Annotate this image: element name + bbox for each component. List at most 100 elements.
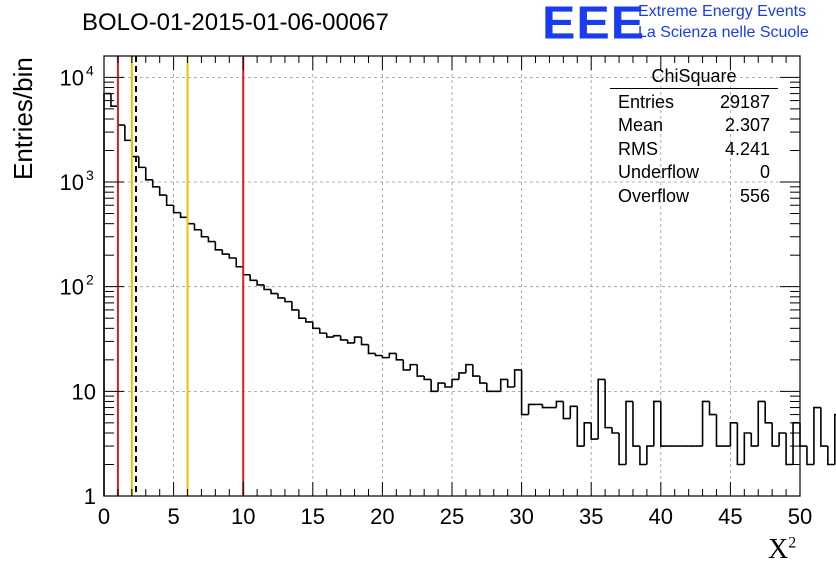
histogram-bin — [764, 401, 773, 424]
histogram-bin — [103, 92, 111, 496]
histogram-bin — [583, 422, 592, 447]
histogram-bin — [562, 401, 571, 420]
histogram-bin — [374, 353, 383, 357]
histogram-bin — [590, 422, 599, 440]
x-tick-label: 45 — [718, 504, 742, 529]
histogram-bin — [820, 407, 828, 447]
histogram-bin — [353, 336, 362, 343]
histogram-bin — [221, 249, 230, 255]
histogram-bin — [604, 379, 613, 429]
histogram-bin — [325, 333, 334, 338]
histogram-bin — [611, 427, 620, 434]
histogram-bin — [332, 334, 341, 338]
x-axis-label-base: X — [768, 534, 789, 565]
histogram-bin — [151, 179, 160, 188]
axis-ticks — [103, 56, 801, 497]
x-tick-labels: 0 5 10 15 20 25 30 35 40 45 50 — [98, 504, 812, 529]
histogram-bin — [555, 400, 564, 408]
stats-label: Underflow — [618, 162, 700, 183]
y-tick-label: 1 — [84, 484, 96, 509]
histogram-bin — [458, 372, 466, 380]
x-axis-label-sup: 2 — [788, 534, 797, 552]
stats-row: Overflow 556 — [610, 185, 778, 208]
stats-rows: Entries 29187 Mean 2.307 RMS 4.241 Underflow 0 O… — [610, 91, 778, 208]
histogram-bin — [144, 167, 153, 181]
histogram-bin — [743, 432, 752, 465]
x-axis-label: X2 — [768, 534, 796, 566]
histogram-bin — [395, 353, 404, 361]
histogram-bin — [736, 422, 745, 466]
histogram-bin — [367, 344, 376, 355]
histogram-bin — [346, 339, 355, 344]
histogram-bin — [660, 401, 668, 447]
histogram-bin — [757, 400, 766, 447]
stats-label: RMS — [618, 138, 658, 159]
x-tick-label: 35 — [579, 504, 603, 529]
histogram-bin — [305, 318, 313, 323]
histogram-bin — [444, 383, 452, 388]
histogram-bin — [576, 406, 585, 447]
histogram-bin — [263, 284, 272, 291]
y-tick-label: 10 — [60, 275, 84, 300]
histogram-bin — [172, 205, 181, 214]
x-tick-label: 30 — [509, 504, 533, 529]
histogram-bin — [409, 363, 418, 370]
stats-value: 29187 — [719, 92, 770, 112]
histogram-bin — [339, 335, 348, 341]
histogram-bin — [318, 328, 327, 334]
histogram-bin — [158, 186, 167, 196]
histogram-bin — [625, 400, 633, 465]
histogram-bin — [186, 217, 195, 225]
stats-value: 2.307 — [724, 115, 770, 136]
stats-value: 0 — [759, 162, 770, 183]
histogram-bin — [165, 195, 174, 207]
histogram-bin — [472, 364, 480, 377]
histogram-bin — [618, 432, 626, 466]
histogram-bin — [750, 432, 759, 447]
histogram-bin — [799, 422, 807, 447]
histogram-bin — [499, 378, 508, 392]
histogram-bin — [277, 293, 285, 299]
histogram-bin — [632, 401, 640, 447]
histogram-bin — [402, 359, 411, 371]
x-tick-label: 20 — [370, 504, 394, 529]
y-axis-label: Entries/bin — [8, 57, 38, 180]
histogram-bin — [437, 382, 446, 392]
stats-row: Entries 29187 — [610, 91, 778, 114]
histogram-bin — [388, 352, 397, 358]
histogram-bin — [451, 378, 459, 388]
histogram-bin — [653, 400, 661, 447]
x-tick-label: 15 — [301, 504, 325, 529]
histogram-bin — [527, 403, 536, 415]
histogram-bin — [298, 309, 306, 319]
x-tick-label: 10 — [231, 504, 255, 529]
histogram-bin — [193, 223, 202, 231]
y-tick-label: 10 — [60, 170, 84, 195]
histogram-bin — [506, 379, 515, 388]
y-axis-label-wrap: Entries/bin — [8, 57, 38, 181]
x-tick-label: 0 — [98, 504, 110, 529]
histogram-bin — [597, 378, 606, 440]
histogram-bin — [541, 404, 550, 409]
logo-line-2: La Scienza nelle Scuole — [638, 24, 809, 41]
y-tick-label: 10 — [72, 379, 96, 404]
histogram-bin — [138, 156, 146, 169]
histogram-bin — [242, 266, 251, 276]
stats-box: ChiSquare Entries 29187 Mean 2.307 RMS 4.241 U… — [610, 66, 778, 208]
histogram-bin — [228, 254, 237, 259]
stats-value: 556 — [739, 185, 770, 206]
histogram-bin — [701, 400, 710, 447]
histogram-bin — [834, 413, 836, 465]
histogram-bin — [646, 445, 654, 465]
y-tick-exponent: 3 — [86, 167, 94, 183]
histogram-bin — [270, 289, 278, 295]
histogram-bin — [479, 376, 487, 384]
histogram-bin — [291, 301, 299, 311]
histogram-bin — [200, 229, 209, 238]
histogram-bin — [813, 406, 821, 465]
histogram-bin — [520, 369, 529, 416]
stats-row: Underflow 0 — [610, 161, 778, 184]
y-tick-exponent: 2 — [86, 272, 94, 288]
